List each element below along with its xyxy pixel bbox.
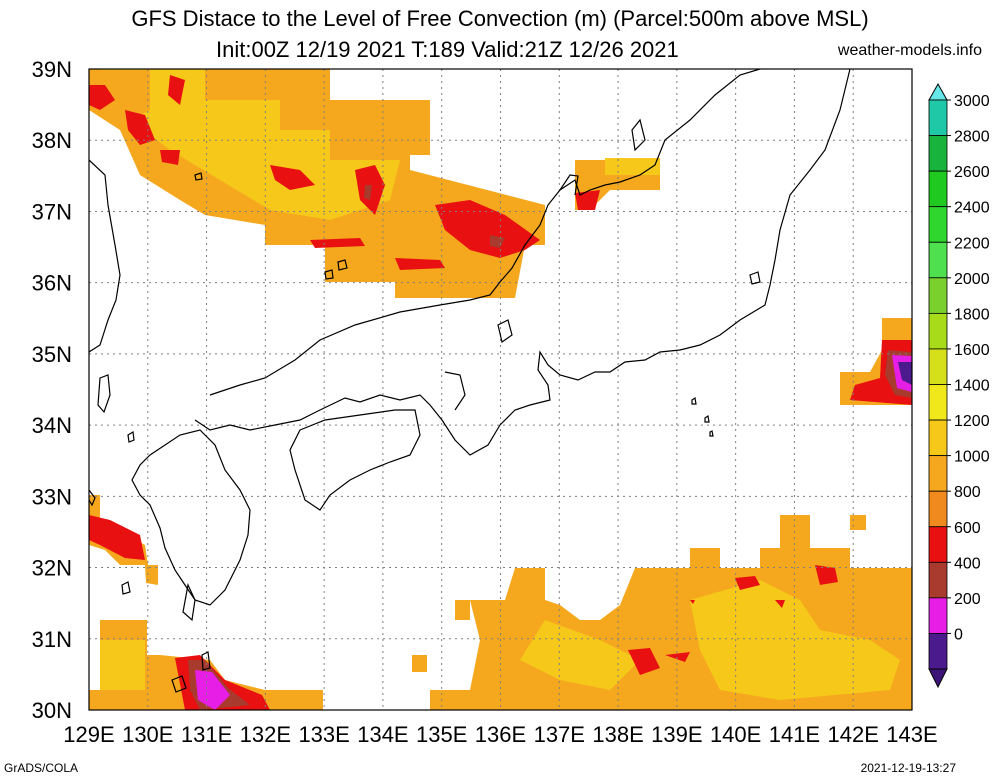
lon-label: 135E — [416, 722, 467, 747]
lon-label: 134E — [357, 722, 408, 747]
lon-label: 141E — [769, 722, 820, 747]
colorbar-bottom-arrow — [928, 668, 948, 689]
lon-label: 136E — [475, 722, 526, 747]
longitude-labels: 129E 130E 131E 132E 133E 134E 135E 136E 137E 138E… — [63, 722, 937, 747]
lat-label: 35N — [32, 342, 72, 367]
colorbar-segment — [928, 384, 948, 421]
lat-label: 38N — [32, 128, 72, 153]
colorbar-label: 1800 — [954, 306, 990, 323]
colorbar-segment — [928, 277, 948, 314]
colorbar-segment — [928, 419, 948, 457]
colorbar-segment — [928, 206, 948, 243]
lon-label: 133E — [298, 722, 349, 747]
colorbar-segment — [928, 99, 948, 136]
colorbar-label: 1200 — [954, 413, 990, 430]
lon-label: 140E — [710, 722, 761, 747]
footer-right: 2021-12-19-13:27 — [860, 761, 956, 775]
colorbar-label: 1400 — [954, 378, 990, 395]
colorbar-label: 2400 — [954, 200, 990, 217]
colorbar-segment — [928, 312, 948, 350]
colorbar-segment — [928, 241, 948, 279]
map-subtitle: Init:00Z 12/19 2021 T:189 Valid:21Z 12/2… — [216, 37, 679, 62]
colorbar-segment — [928, 633, 948, 670]
colorbar-segment — [928, 490, 948, 528]
footer-left: GrADS/COLA — [4, 761, 79, 775]
colorbar: 3000280026002400220020001800160014001200… — [928, 82, 990, 689]
lat-label: 33N — [32, 484, 72, 509]
colorbar-top-arrow — [928, 82, 948, 101]
lat-label: 39N — [32, 57, 72, 82]
lon-label: 130E — [122, 722, 173, 747]
colorbar-label: 2000 — [954, 271, 990, 288]
lon-label: 143E — [886, 722, 937, 747]
lon-label: 139E — [651, 722, 702, 747]
lon-label: 137E — [534, 722, 585, 747]
lon-label: 138E — [592, 722, 643, 747]
field-region-sea-of-japan-west — [89, 70, 150, 120]
colorbar-label: 800 — [954, 484, 981, 501]
lat-label: 32N — [32, 556, 72, 581]
lat-label: 31N — [32, 627, 72, 652]
latitude-labels: 39N 38N 37N 36N 35N 34N 33N 32N 31N 30N — [32, 57, 72, 723]
colorbar-label: 1600 — [954, 342, 990, 359]
colorbar-label: 2200 — [954, 235, 990, 252]
field-region-sea-of-japan-light — [100, 69, 400, 220]
lon-label: 131E — [181, 722, 232, 747]
map-title: GFS Distace to the Level of Free Convect… — [131, 6, 869, 31]
colorbar-label: 3000 — [954, 93, 990, 110]
colorbar-segment — [928, 455, 948, 492]
lat-label: 34N — [32, 413, 72, 438]
lfc-field — [89, 69, 912, 710]
colorbar-segment — [928, 170, 948, 208]
credit-text: weather-models.info — [837, 42, 982, 59]
lat-label: 30N — [32, 698, 72, 723]
plot-frame — [88, 68, 913, 711]
colorbar-segment — [928, 135, 948, 172]
colorbar-segment — [928, 348, 948, 385]
lat-label: 37N — [32, 199, 72, 224]
colorbar-label: 2800 — [954, 129, 990, 146]
lon-label: 142E — [828, 722, 879, 747]
map-gridlines — [89, 69, 912, 710]
colorbar-label: 600 — [954, 520, 981, 537]
colorbar-segment — [928, 561, 948, 599]
colorbar-label: 400 — [954, 555, 981, 572]
lon-label: 129E — [63, 722, 114, 747]
colorbar-label: 0 — [954, 626, 963, 643]
colorbar-segment — [928, 597, 948, 634]
colorbar-segment — [928, 526, 948, 563]
colorbar-label: 2600 — [954, 164, 990, 181]
coastlines — [89, 69, 851, 693]
colorbar-label: 1000 — [954, 449, 990, 466]
lat-label: 36N — [32, 271, 72, 296]
lon-label: 132E — [240, 722, 291, 747]
colorbar-label: 200 — [954, 591, 981, 608]
